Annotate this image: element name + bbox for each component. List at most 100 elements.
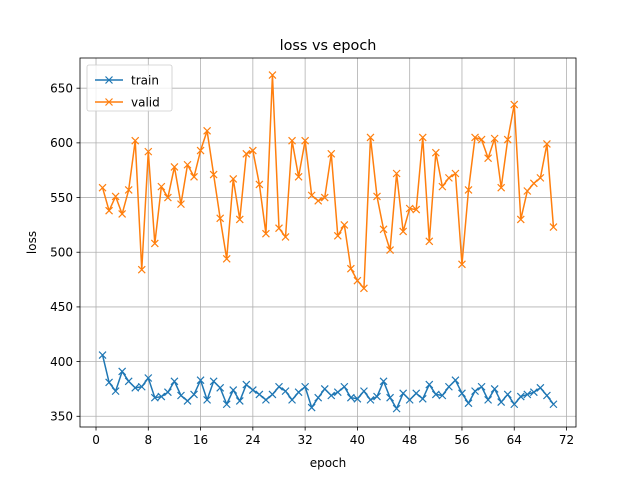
y-tick-label: 450 <box>50 300 73 314</box>
train-point <box>418 394 427 403</box>
valid-point <box>438 182 447 191</box>
valid-point <box>373 192 381 201</box>
train-point <box>105 378 114 387</box>
train-point <box>111 387 120 396</box>
series-valid <box>98 71 558 293</box>
legend-swatch-marker <box>105 76 113 84</box>
train-point <box>425 380 434 389</box>
ticks: 0 8 16 24 32 40 48 56 64 72 350 400 450 500 550 600 650 <box>50 81 574 447</box>
valid-point <box>124 185 133 194</box>
valid-point <box>177 200 185 209</box>
series-layer <box>98 71 558 413</box>
legend-swatch-marker <box>105 98 113 106</box>
train-point <box>118 367 127 376</box>
valid-point <box>542 140 551 148</box>
valid-point <box>503 135 512 144</box>
valid-point <box>196 146 205 155</box>
y-tick-label: 600 <box>50 136 73 150</box>
valid-point <box>203 126 212 135</box>
valid-point <box>529 179 538 188</box>
train-point <box>399 389 408 398</box>
train-point <box>294 388 303 397</box>
train-point <box>281 387 290 396</box>
valid-point <box>490 134 499 143</box>
train-point <box>438 391 447 400</box>
valid-point <box>314 196 323 205</box>
train-point <box>484 395 493 404</box>
valid-point <box>458 260 466 269</box>
valid-point <box>366 133 375 142</box>
train-point <box>314 393 323 402</box>
train-point <box>333 388 342 397</box>
train-point <box>444 382 453 391</box>
legend-box <box>86 64 173 112</box>
train-point <box>261 395 270 404</box>
train-point <box>327 391 336 400</box>
valid-line <box>101 74 555 290</box>
valid-point <box>360 284 368 293</box>
plot-frame <box>79 57 577 428</box>
train-point <box>268 390 277 399</box>
valid-point <box>307 191 316 200</box>
train-point <box>412 389 421 398</box>
train-point <box>523 390 532 399</box>
valid-point <box>131 136 140 145</box>
legend-item-valid: valid <box>95 95 160 109</box>
train-point <box>490 385 499 393</box>
valid-point <box>137 265 146 274</box>
valid-point <box>248 146 257 155</box>
train-point <box>216 383 225 392</box>
valid-point <box>464 185 473 194</box>
y-tick-label: 500 <box>50 246 73 260</box>
train-point <box>301 382 310 391</box>
train-point <box>124 377 133 386</box>
valid-point <box>209 170 218 179</box>
valid-point <box>399 227 408 236</box>
valid-point <box>333 231 342 240</box>
train-point <box>353 394 362 403</box>
legend: train valid <box>86 64 173 112</box>
valid-point <box>144 147 153 156</box>
train-point <box>464 399 473 408</box>
x-axis-label: epoch <box>310 456 347 470</box>
train-point <box>157 392 166 401</box>
valid-point <box>320 193 329 202</box>
train-point <box>516 392 525 401</box>
train-point <box>405 395 414 404</box>
train-point <box>177 391 185 400</box>
chart-title: loss vs epoch <box>280 38 377 54</box>
train-point <box>144 374 153 382</box>
train-point <box>392 404 401 413</box>
valid-point <box>255 180 264 189</box>
valid-point <box>150 239 159 248</box>
train-point <box>183 397 192 405</box>
valid-point <box>294 172 303 181</box>
valid-point <box>444 173 453 182</box>
valid-point <box>510 100 519 109</box>
train-point <box>431 390 440 399</box>
valid-point <box>477 135 486 144</box>
y-tick-label: 350 <box>50 410 73 424</box>
x-tick-label: 8 <box>144 433 152 447</box>
legend-item-train: train <box>95 73 159 87</box>
train-point <box>497 398 506 406</box>
train-point <box>209 377 218 386</box>
valid-point <box>268 71 277 79</box>
train-point <box>471 387 479 396</box>
y-tick-label: 400 <box>50 355 73 369</box>
valid-point <box>484 154 493 163</box>
train-point <box>386 393 395 402</box>
train-point <box>503 390 512 399</box>
train-point <box>98 351 107 359</box>
valid-point <box>288 136 296 145</box>
grid <box>80 58 576 427</box>
x-tick-label: 72 <box>559 433 574 447</box>
valid-point <box>105 206 114 215</box>
valid-point <box>412 205 421 214</box>
valid-point <box>275 224 283 233</box>
valid-point <box>536 173 545 182</box>
valid-point <box>346 264 355 273</box>
valid-point <box>98 183 107 192</box>
train-point <box>288 395 296 404</box>
